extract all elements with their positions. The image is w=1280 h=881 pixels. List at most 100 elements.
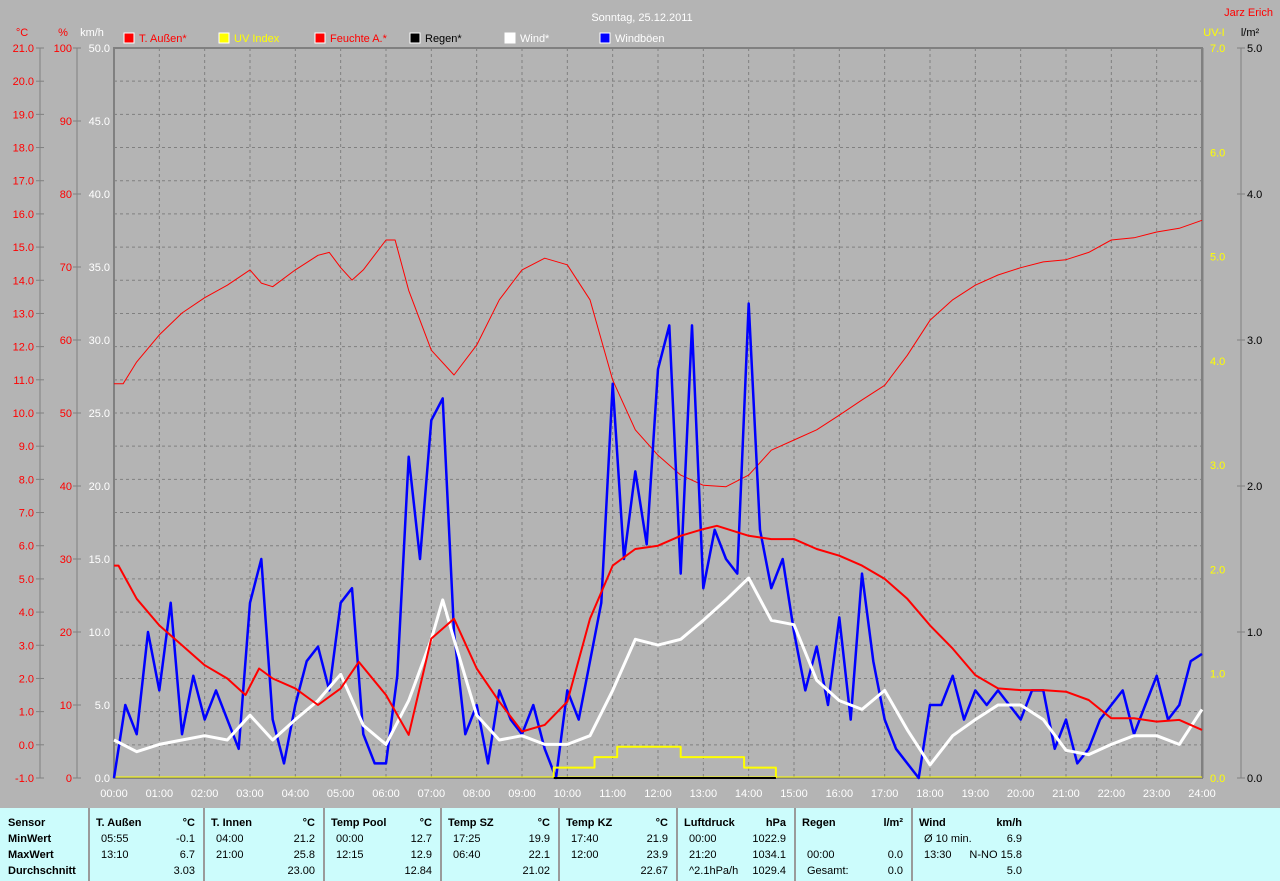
axis-tick-label: 4.0 (19, 607, 34, 619)
axis-uv: UV-I 0.0 1.0 2.0 3.0 4.0 5.0 6.0 7.0 (1203, 27, 1225, 785)
axis-tick-label: 50.0 (89, 43, 110, 55)
axis-unit-label: km/h (80, 27, 104, 39)
legend-label: UV Index (234, 33, 280, 45)
x-tick-label: 01:00 (146, 788, 174, 800)
axis-tick-label: 3.0 (1247, 335, 1262, 347)
axis-wind: km/h 0.0 5.0 10.0 15.0 20.0 25.0 30.0 35.0 40.0 45… (80, 27, 110, 785)
x-tick-label: 18:00 (916, 788, 944, 800)
x-tick-label: 07:00 (418, 788, 446, 800)
grid (114, 48, 1202, 778)
x-tick-label: 08:00 (463, 788, 491, 800)
stats-time: 13:30 (924, 849, 952, 861)
stats-time: 17:25 (453, 833, 481, 845)
legend-swatch (409, 32, 421, 44)
stats-value: 1029.4 (752, 865, 786, 877)
stats-column-header: T. Außen (96, 817, 142, 829)
axis-tick-label: 2.0 (19, 673, 34, 685)
axis-tick-label: 11.0 (13, 375, 34, 387)
stats-value: N-NO 15.8 (969, 849, 1022, 861)
stats-time: 00:00 (336, 833, 364, 845)
axis-tick-label: 20 (60, 627, 72, 639)
axis-tick-label: 7.0 (19, 508, 34, 520)
stats-value: 6.9 (1006, 833, 1022, 845)
x-tick-label: 15:00 (780, 788, 808, 800)
stats-column-header: Regen (802, 817, 836, 829)
statistics-table: Sensor MinWert MaxWert Durchschnitt T. Außen… (0, 808, 1280, 881)
axis-tick-label: 3.0 (1210, 460, 1225, 472)
stats-row-label: MaxWert (8, 849, 54, 861)
x-tick-label: 22:00 (1098, 788, 1126, 800)
weather-chart: Sonntag, 25.12.2011 Jarz Erich °C -1.0 0.0 1.… (13, 7, 1273, 800)
stats-header: Sensor (8, 817, 46, 829)
stats-value: 6.7 (179, 849, 195, 861)
stats-column-header: Temp Pool (331, 817, 387, 829)
axis-tick-label: 16.0 (13, 209, 34, 221)
legend-swatch (599, 32, 611, 44)
axis-tick-label: 0.0 (95, 773, 110, 785)
stats-value: 19.9 (528, 833, 550, 845)
legend-swatch (218, 32, 230, 44)
series-line (112, 302, 1203, 780)
axis-tick-label: 40.0 (89, 189, 110, 201)
axis-temp: °C -1.0 0.0 1.0 2.0 3.0 4.0 5.0 6.0 7.0 8.0 9.0 10.0… (13, 27, 44, 785)
axis-unit-label: UV-I (1203, 27, 1224, 39)
axis-tick-label: 5.0 (19, 574, 34, 586)
x-tick-label: 05:00 (327, 788, 355, 800)
stats-column: Regen l/m² 00:00 0.0 Gesamt: 0.0 (796, 808, 913, 881)
series-wind (113, 576, 1204, 767)
stats-value: 1034.1 (752, 849, 786, 861)
axis-tick-label: 1.0 (1210, 669, 1225, 681)
axis-tick-label: 80 (60, 189, 72, 201)
axis-tick-label: -1.0 (15, 773, 34, 785)
legend-item: Regen* (409, 32, 462, 45)
x-tick-label: 14:00 (735, 788, 763, 800)
stats-value: 22.1 (528, 849, 550, 861)
legend-label: Windböen (615, 33, 665, 45)
legend-item: Wind* (504, 32, 550, 45)
axis-tick-label: 100 (54, 43, 72, 55)
legend-swatch (314, 32, 326, 44)
axis-tick-label: 30.0 (89, 335, 110, 347)
axis-tick-label: 90 (60, 116, 72, 128)
series-uv-index (552, 745, 777, 778)
legend-label: Feuchte A.* (330, 33, 388, 45)
series-line (114, 524, 1203, 736)
series-line (552, 745, 777, 778)
stats-time: ^2.1hPa/h (689, 865, 739, 877)
stats-row-label: MinWert (8, 833, 52, 845)
axis-tick-label: 12.0 (13, 342, 34, 354)
series-t-außen (114, 524, 1203, 736)
axis-tick-label: 15.0 (89, 554, 110, 566)
chart-title: Sonntag, 25.12.2011 (591, 12, 692, 24)
stats-value: 0.0 (887, 865, 903, 877)
axis-tick-label: 18.0 (13, 143, 34, 155)
stats-column-header: Temp SZ (448, 817, 494, 829)
axis-tick-label: 10.0 (89, 627, 110, 639)
x-tick-label: 12:00 (644, 788, 672, 800)
stats-column: Wind km/h Ø 10 min. 6.9 13:30 N-NO 15.8 5.0 (913, 808, 1030, 881)
stats-time: 17:40 (571, 833, 599, 845)
axis-tick-label: 10 (60, 700, 72, 712)
x-tick-label: 21:00 (1052, 788, 1080, 800)
stats-row-label: Durchschnitt (8, 865, 76, 877)
stats-time: 21:00 (216, 849, 244, 861)
axis-unit-label: °C (16, 27, 28, 39)
stats-column: Temp KZ °C 17:40 21.9 12:00 23.9 22.67 (560, 808, 678, 881)
stats-time: 00:00 (807, 849, 835, 861)
stats-column-unit: l/m² (883, 817, 903, 829)
axis-tick-label: 2.0 (1247, 481, 1262, 493)
axis-tick-label: 1.0 (1247, 627, 1262, 639)
stats-column: Temp Pool °C 00:00 12.7 12:15 12.9 12.84 (325, 808, 442, 881)
stats-value: 5.0 (1006, 865, 1022, 877)
axis-tick-label: 35.0 (89, 262, 110, 274)
stats-value: 12.7 (410, 833, 432, 845)
legend-swatch (123, 32, 135, 44)
axis-tick-label: 13.0 (13, 308, 34, 320)
x-tick-label: 19:00 (962, 788, 990, 800)
axis-tick-label: 15.0 (13, 242, 34, 254)
stats-column-unit: hPa (765, 817, 786, 829)
axis-tick-label: 0.0 (19, 740, 34, 752)
stats-column-unit: km/h (996, 817, 1022, 829)
axis-tick-label: 7.0 (1210, 43, 1225, 55)
axis-tick-label: 60 (60, 335, 72, 347)
